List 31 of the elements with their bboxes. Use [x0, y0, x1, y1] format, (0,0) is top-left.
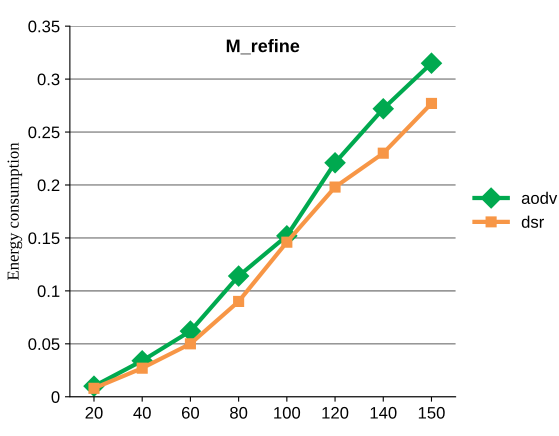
- point: [372, 98, 394, 120]
- point: [228, 266, 250, 287]
- y-tick-label: 0.1: [38, 285, 60, 298]
- point: [324, 152, 346, 174]
- y-tick-label: 0.35: [28, 20, 60, 32]
- legend-label: dsr: [522, 216, 544, 228]
- y-tick-label: 0.2: [38, 179, 60, 192]
- point: [329, 182, 341, 193]
- point: [281, 236, 292, 248]
- x-tick-label: 140: [370, 406, 397, 419]
- point: [420, 52, 442, 74]
- x-tick-label: 100: [274, 406, 300, 419]
- x-tick-label: 120: [322, 406, 348, 419]
- x-tick-label: 150: [418, 406, 445, 419]
- x-tick-label: 80: [230, 406, 248, 419]
- text: M_refine: [226, 39, 300, 54]
- y-tick-label: 0: [52, 391, 60, 403]
- x-tick-label: 20: [86, 406, 103, 419]
- point: [184, 338, 196, 350]
- y-tick-label: 0.25: [28, 126, 60, 138]
- y-axis-title: Energy consumption: [8, 142, 22, 280]
- y-tick-label: 0.3: [38, 74, 60, 86]
- y-tick-label: 0.15: [28, 232, 60, 244]
- legend-label: aodv: [522, 192, 558, 204]
- x-tick-label: 60: [182, 406, 200, 419]
- point: [426, 98, 438, 110]
- point: [378, 148, 389, 159]
- point: [233, 296, 244, 308]
- y-tick-label: 0.05: [28, 338, 60, 350]
- point: [136, 362, 148, 374]
- x-tick-label: 40: [133, 406, 151, 419]
